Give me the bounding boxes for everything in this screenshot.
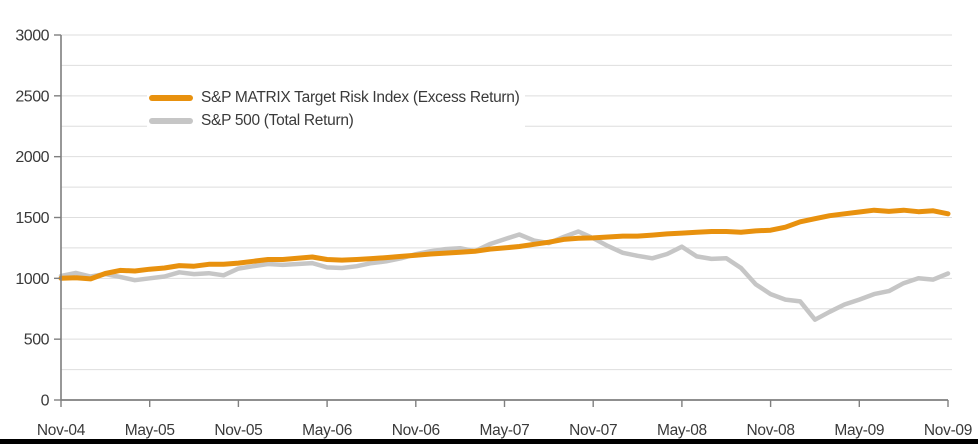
x-tick-label: May-07 [480, 422, 530, 439]
x-tick-label: May-05 [125, 422, 175, 439]
x-axis-ticks: Nov-04 May-05 Nov-05 May-06 Nov-06 May-07 Nov-… [37, 400, 972, 439]
y-tick-label: 500 [24, 332, 50, 349]
x-tick-label: Nov-06 [392, 422, 440, 439]
x-tick-label: Nov-09 [924, 422, 972, 439]
sp500-series-swatch [149, 117, 193, 124]
bottom-rule [0, 439, 978, 444]
y-tick-label: 3000 [15, 28, 49, 45]
x-tick-label: May-08 [657, 422, 707, 439]
x-tick-label: Nov-05 [214, 422, 262, 439]
x-tick-label: Nov-04 [37, 422, 86, 439]
x-tick-label: May-09 [834, 422, 884, 439]
y-tick-label: 1500 [15, 210, 49, 227]
y-tick-label: 1000 [15, 271, 49, 288]
x-tick-label: May-06 [302, 422, 352, 439]
x-tick-label: Nov-07 [569, 422, 617, 439]
y-tick-label: 0 [41, 393, 50, 410]
legend-item-sp500: S&P 500 (Total Return) [149, 109, 519, 132]
sp500-series-label: S&P 500 (Total Return) [201, 111, 354, 129]
y-tick-label: 2000 [15, 149, 49, 166]
x-tick-label: Nov-08 [747, 422, 795, 439]
matrix-series-swatch [149, 94, 193, 101]
legend: S&P MATRIX Target Risk Index (Excess Ret… [147, 84, 526, 134]
series-line-matrix [58, 207, 951, 282]
legend-item-matrix: S&P MATRIX Target Risk Index (Excess Ret… [149, 86, 520, 109]
y-tick-label: 2500 [15, 88, 49, 105]
series-line-sp500 [58, 229, 951, 322]
y-axis-ticks: 0 500 1000 1500 2000 2500 3000 [15, 28, 61, 410]
matrix-series-label: S&P MATRIX Target Risk Index (Excess Ret… [201, 88, 520, 106]
